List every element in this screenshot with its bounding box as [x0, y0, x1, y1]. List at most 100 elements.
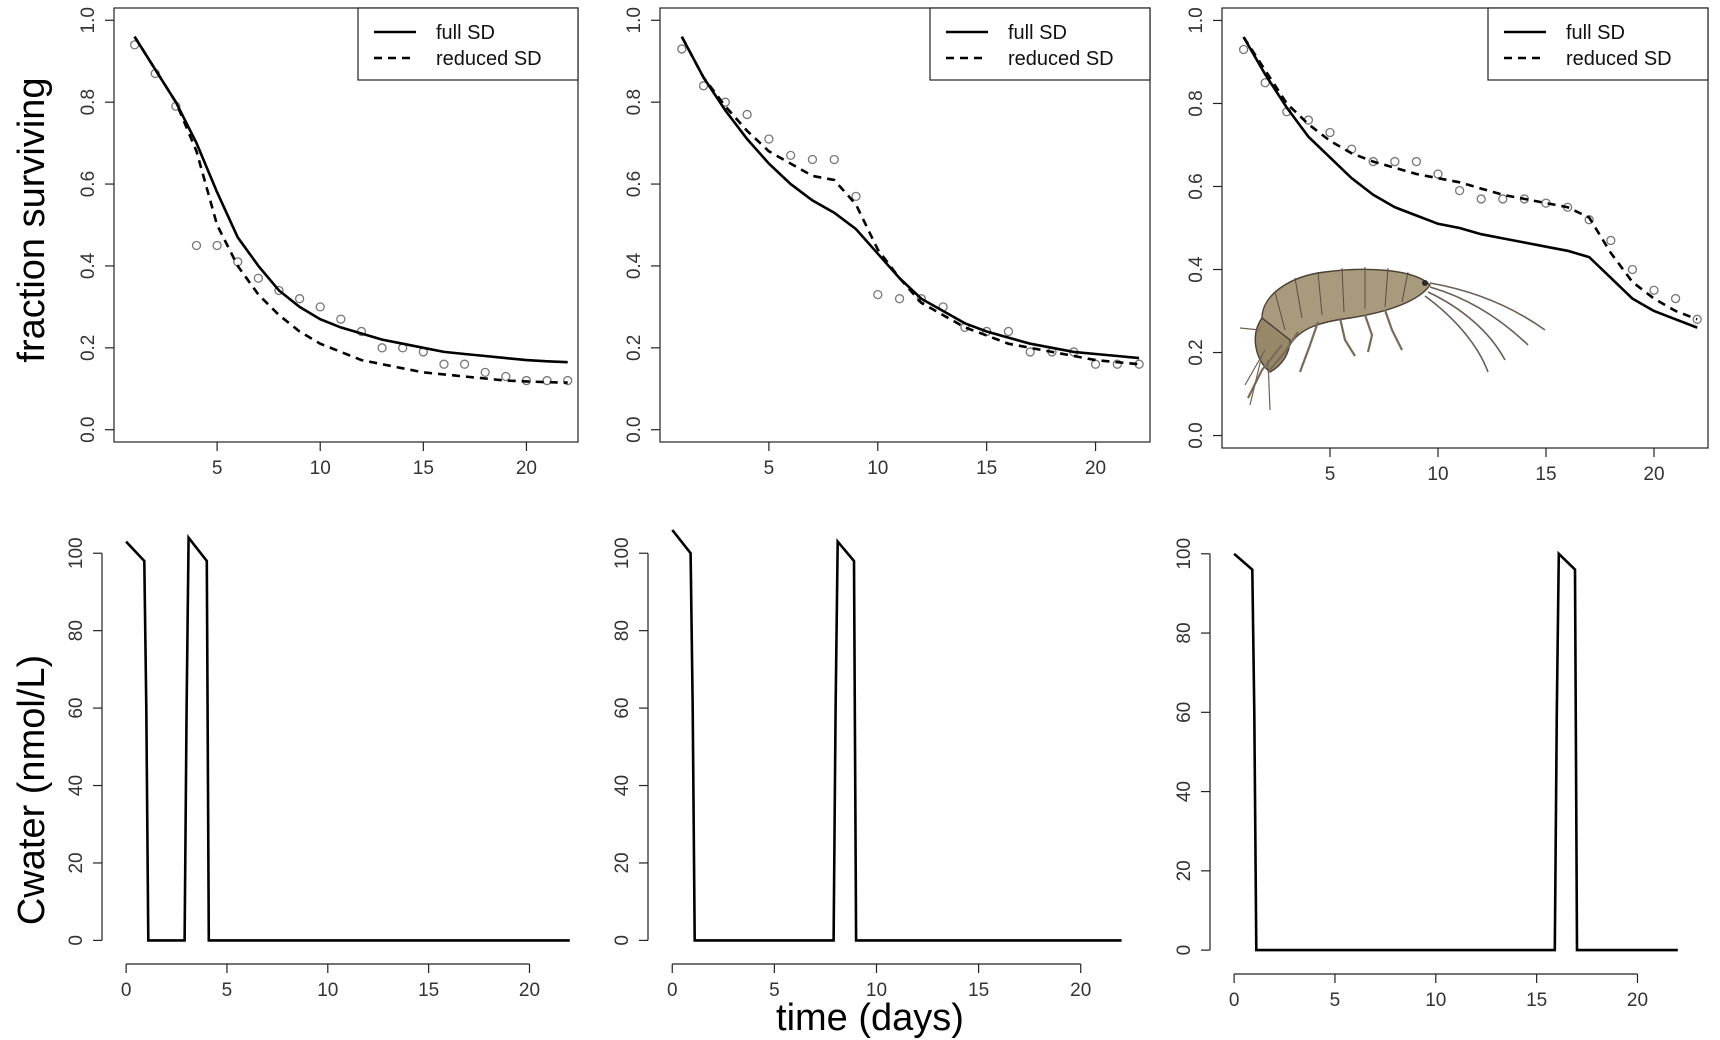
observed-point: [1390, 156, 1400, 167]
y-tick-label: 80: [612, 620, 633, 641]
observed-point: [829, 154, 839, 165]
x-tick-label: 20: [516, 458, 537, 479]
y-axis-label-survival: fraction surviving: [11, 77, 53, 362]
x-tick-label: 5: [764, 458, 775, 479]
y-tick-label: 100: [1174, 538, 1195, 570]
panel-survival-2: 5 10 15 20 0.0 0.2 0.4 0.6 0.8 1.0 full SD reduced …: [624, 7, 1151, 479]
y-axis-label-concentration: Cwater (nmol/L): [11, 655, 53, 925]
x-tick-label: 10: [1427, 464, 1448, 485]
observed-point: [786, 150, 796, 161]
y-tick-label: 80: [66, 620, 87, 641]
reduced-sd-line: [1242, 36, 1698, 321]
y-tick-label: 0.4: [1186, 256, 1207, 283]
x-tick-label: 20: [1643, 464, 1664, 485]
x-tick-label: 10: [867, 458, 888, 479]
y-tick-label: 20: [612, 852, 633, 873]
observed-point: [1454, 185, 1465, 196]
observed-point: [1476, 194, 1486, 204]
concentration-line: [125, 533, 570, 942]
panel-exposure-3: 0 5 10 15 20 0 20 40 60 80 100: [1174, 538, 1678, 1011]
panel-survival-1: 5 10 15 20 0.0 0.2 0.4 0.6 0.8 1.0 full SD reduced …: [78, 7, 579, 479]
panel-exposure-1: 0 5 10 15 20 0 20 40 60 80 100: [66, 533, 570, 1001]
reduced-sd-line: [680, 36, 1140, 366]
legend: full SD reduced SD: [357, 7, 579, 81]
x-tick-label: 5: [212, 458, 223, 479]
x-tick-label: 20: [1070, 980, 1091, 1001]
observed-point: [873, 289, 883, 300]
observed-point: [1003, 326, 1014, 337]
full-sd-line: [133, 36, 568, 364]
y-tick-label: 0.6: [78, 171, 99, 197]
x-tick-label: 15: [1535, 464, 1556, 485]
y-tick-label: 0: [612, 935, 633, 946]
y-tick-label: 40: [1174, 781, 1195, 802]
observed-point: [1670, 293, 1681, 304]
y-tick-label: 80: [1174, 622, 1195, 643]
observed-point: [1325, 127, 1335, 138]
y-tick-label: 0.2: [78, 335, 99, 361]
observed-point: [315, 302, 325, 312]
reduced-sd-line: [133, 36, 568, 384]
observed-point: [542, 375, 552, 386]
panel-survival-3: 5 10 15 20 0.0 0.2 0.4 0.6 0.8 1.0 full SD reduced …: [1186, 7, 1709, 485]
legend-box: [1487, 7, 1709, 81]
legend-label: reduced SD: [1566, 48, 1672, 70]
observed-point: [1025, 347, 1035, 357]
y-tick-label: 0.4: [78, 252, 99, 279]
y-tick-label: 0.0: [78, 417, 99, 443]
x-tick-label: 15: [418, 980, 439, 1001]
x-tick-label: 15: [968, 980, 989, 1001]
observed-point: [1411, 156, 1422, 167]
observed-point: [501, 371, 511, 382]
legend: full SD reduced SD: [929, 7, 1151, 81]
y-tick-label: 0.8: [1186, 90, 1207, 116]
plot-frame: [113, 7, 579, 443]
y-tick-label: 40: [66, 775, 87, 796]
x-tick-label: 10: [866, 980, 887, 1001]
concentration-line: [1233, 550, 1678, 952]
x-tick-label: 20: [1085, 458, 1106, 479]
observed-point: [439, 359, 449, 369]
observed-point: [1433, 169, 1443, 179]
y-tick-label: 1.0: [624, 7, 645, 33]
concentration-line: [671, 529, 1122, 942]
y-tick-label: 100: [612, 537, 633, 569]
observed-point: [851, 191, 861, 201]
x-tick-label: 20: [1627, 990, 1648, 1011]
y-tick-label: 0.2: [1186, 339, 1207, 365]
y-tick-label: 0.0: [624, 417, 645, 443]
panel-exposure-2: 0 5 10 15 20 0 20 40 60 80 100: [612, 529, 1122, 1001]
amphipod-illustration: [1239, 267, 1546, 411]
y-tick-label: 60: [1174, 702, 1195, 723]
observed-point: [1238, 44, 1249, 55]
x-tick-label: 5: [1330, 990, 1341, 1011]
y-tick-label: 100: [66, 537, 87, 569]
x-tick-label: 10: [310, 458, 331, 479]
observed-point: [459, 359, 470, 369]
plot-frame: [1221, 7, 1709, 449]
observed-point: [294, 294, 305, 304]
plot-frame: [659, 7, 1151, 443]
y-tick-label: 0.4: [624, 252, 645, 279]
x-tick-label: 15: [1526, 990, 1547, 1011]
observed-point: [1649, 285, 1659, 295]
y-tick-label: 20: [66, 852, 87, 873]
legend: full SD reduced SD: [1487, 7, 1709, 81]
observed-point: [764, 134, 774, 144]
observed-point: [1692, 314, 1702, 324]
legend-label: full SD: [436, 22, 495, 44]
legend-label: reduced SD: [1008, 48, 1114, 70]
observed-point: [894, 294, 905, 304]
observed-point: [1627, 264, 1638, 275]
x-tick-label: 10: [1425, 990, 1446, 1011]
full-sd-line: [1242, 36, 1698, 329]
y-tick-label: 0: [1174, 945, 1195, 956]
observed-point: [1498, 194, 1508, 204]
y-tick-label: 0.6: [624, 171, 645, 197]
panels: 5 10 15 20 0.0 0.2 0.4 0.6 0.8 1.0 full SD reduced …: [66, 7, 1709, 1011]
y-tick-label: 0: [66, 935, 87, 946]
y-tick-label: 0.8: [78, 89, 99, 115]
y-tick-label: 0.2: [624, 335, 645, 361]
x-tick-label: 5: [222, 980, 233, 1001]
